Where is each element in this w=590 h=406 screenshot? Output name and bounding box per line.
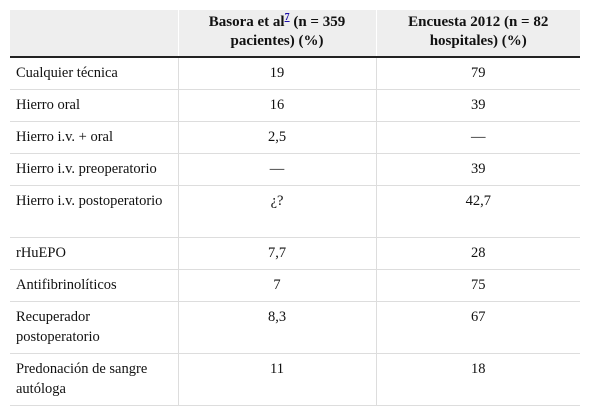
- cell-basora: 11: [177, 353, 376, 406]
- header-empty-cell: [10, 10, 178, 58]
- row-label: Antifibrinolíticos: [10, 269, 178, 302]
- table-row: Hierro i.v. + oral 2,5 —: [10, 121, 580, 154]
- cell-encuesta: 67: [375, 301, 580, 354]
- table-row: Cualquier técnica 19 79: [10, 57, 580, 90]
- row-label: Recuperador postoperatorio: [10, 301, 178, 354]
- cell-encuesta: 75: [375, 269, 580, 302]
- data-table: Basora et al7 (n = 359 pacientes) (%) En…: [10, 10, 580, 406]
- row-label: Hierro i.v. + oral: [10, 121, 178, 154]
- table-row: Antifibrinolíticos 7 75: [10, 269, 580, 302]
- cell-encuesta: 39: [375, 89, 580, 122]
- cell-encuesta: 39: [375, 153, 580, 186]
- row-label: Hierro i.v. preoperatorio: [10, 153, 178, 186]
- cell-basora: 16: [177, 89, 376, 122]
- table-row: Hierro i.v. postoperatorio ¿? 42,7: [10, 185, 580, 238]
- table-body: Cualquier técnica 19 79 Hierro oral 16 3…: [10, 57, 580, 406]
- row-label: Hierro i.v. postoperatorio: [10, 185, 178, 238]
- table-container: Basora et al7 (n = 359 pacientes) (%) En…: [10, 10, 580, 406]
- cell-encuesta: —: [375, 121, 580, 154]
- cell-basora: 7,7: [177, 237, 376, 270]
- cell-basora: 7: [177, 269, 376, 302]
- cell-basora: 19: [177, 57, 376, 90]
- table-row: Recuperador postoperatorio 8,3 67: [10, 301, 580, 354]
- cell-encuesta: 79: [375, 57, 580, 90]
- cell-encuesta: 18: [375, 353, 580, 406]
- table-row: Hierro oral 16 39: [10, 89, 580, 122]
- reference-superscript: 7: [285, 12, 290, 23]
- cell-encuesta: 28: [375, 237, 580, 270]
- row-label: Hierro oral: [10, 89, 178, 122]
- row-label: Cualquier técnica: [10, 57, 178, 90]
- header-basora-text: Basora et al: [208, 14, 285, 30]
- cell-encuesta: 42,7: [375, 185, 580, 238]
- table-header: Basora et al7 (n = 359 pacientes) (%) En…: [10, 10, 580, 58]
- header-encuesta: Encuesta 2012 (n = 82 hospitales) (%): [375, 10, 580, 58]
- table-row: Hierro i.v. preoperatorio — 39: [10, 153, 580, 186]
- cell-basora: 2,5: [177, 121, 376, 154]
- cell-basora: ¿?: [177, 185, 376, 238]
- header-row: Basora et al7 (n = 359 pacientes) (%) En…: [10, 10, 580, 58]
- header-basora-text-rest: (n = 359 pacientes) (%): [230, 14, 346, 49]
- cell-basora: —: [177, 153, 376, 186]
- cell-basora: 8,3: [177, 301, 376, 354]
- table-row: rHuEPO 7,7 28: [10, 237, 580, 270]
- reference-link[interactable]: 7: [284, 12, 290, 23]
- row-label: Predonación de sangre autóloga: [10, 353, 178, 406]
- row-label: rHuEPO: [10, 237, 178, 270]
- table-row: Predonación de sangre autóloga 11 18: [10, 353, 580, 406]
- header-basora: Basora et al7 (n = 359 pacientes) (%): [177, 10, 376, 58]
